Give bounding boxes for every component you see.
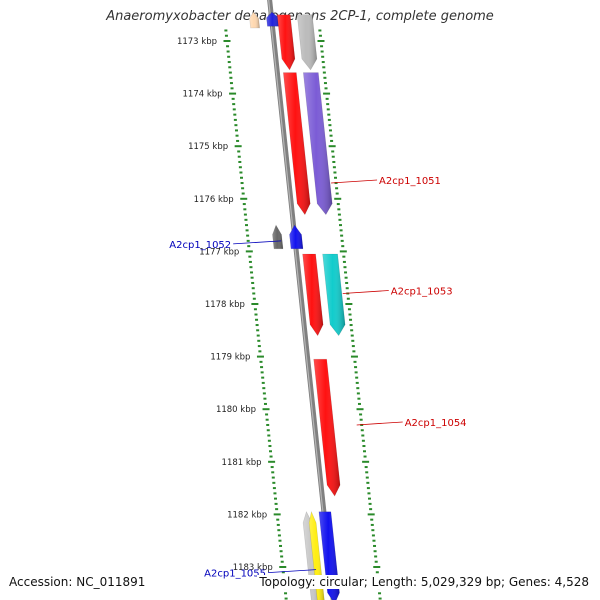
labels-layer: A2cp1_1051 A2cp1_1052 A2cp1_1053 A2cp1_1054… xyxy=(169,176,466,580)
kbp-label: 1177 kbp xyxy=(199,247,239,257)
backbone-layer xyxy=(267,0,336,600)
gene-feature-shading xyxy=(249,12,260,28)
gene-label: A2cp1_1053 xyxy=(391,286,453,297)
gene-label: A2cp1_1051 xyxy=(379,176,441,187)
gene-feature-shading xyxy=(322,254,346,336)
kbp-label: 1176 kbp xyxy=(194,195,234,205)
kbp-label: 1178 kbp xyxy=(205,300,245,310)
gene-feature-shading xyxy=(289,225,303,249)
gene-feature-shading xyxy=(283,72,311,215)
tick-layer: 1173 kbp 1174 kbp 1175 kbp 1176 kbp 1177 kbp… xyxy=(177,29,382,600)
features-layer xyxy=(249,11,346,600)
gene-label: A2cp1_1055 xyxy=(204,569,266,580)
label-leader xyxy=(331,179,378,184)
kbp-label: 1174 kbp xyxy=(183,90,223,100)
backbone-highlight xyxy=(268,0,333,600)
label-leader xyxy=(342,290,389,294)
kbp-label: 1180 kbp xyxy=(216,405,256,415)
kbp-label: 1182 kbp xyxy=(227,510,267,520)
label-leader xyxy=(356,421,403,426)
gene-label: A2cp1_1052 xyxy=(169,240,231,251)
kbp-label: 1175 kbp xyxy=(188,142,228,152)
gene-feature-shading xyxy=(313,359,341,496)
gene-feature-shading xyxy=(303,72,333,215)
kbp-label: 1179 kbp xyxy=(210,353,250,363)
gene-label: A2cp1_1054 xyxy=(405,418,467,429)
accession-text: Accession: NC_011891 xyxy=(7,575,148,589)
kbp-label: 1183 kbp xyxy=(233,563,273,573)
kbp-label: 1181 kbp xyxy=(222,458,262,468)
label-leader xyxy=(268,569,317,574)
genome-summary-text: Topology: circular; Length: 5,029,329 bp… xyxy=(257,575,591,589)
gene-feature-shading xyxy=(297,14,317,70)
kbp-label: 1173 kbp xyxy=(177,37,217,47)
genome-backbone xyxy=(267,0,336,600)
gene-feature-shading xyxy=(272,225,283,249)
gene-feature-shading xyxy=(302,254,324,336)
label-leader xyxy=(233,240,282,245)
gene-feature-shading xyxy=(266,12,280,27)
gene-feature-shading xyxy=(277,14,295,70)
